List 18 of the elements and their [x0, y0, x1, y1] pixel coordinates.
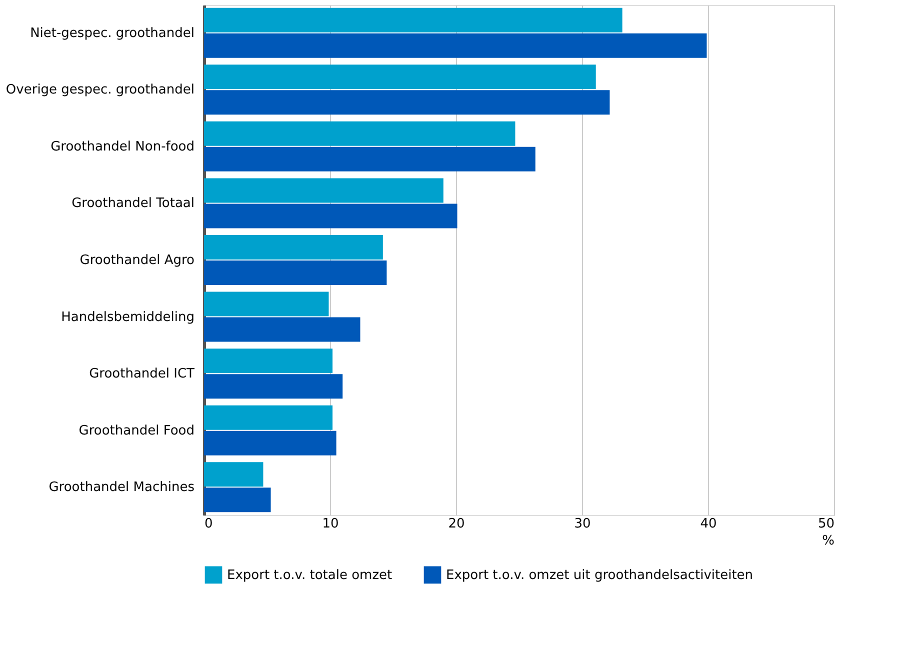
x-tick-label: 30: [574, 516, 591, 532]
y-tick-label: Groothandel Non-food: [50, 139, 194, 154]
x-tick-label: 50: [818, 516, 834, 532]
x-tick-label: 0: [204, 516, 213, 532]
y-tick-label: Groothandel Machines: [48, 480, 195, 496]
x-tick-label: 10: [322, 516, 339, 532]
x-axis-title: %: [822, 534, 834, 548]
y-tick-label: Groothandel ICT: [89, 366, 195, 382]
y-tick-label: Groothandel Totaal: [72, 196, 194, 212]
y-tick-label: Groothandel Food: [78, 423, 194, 438]
legend-label: Export t.o.v. totale omzet: [227, 568, 392, 583]
y-tick-label: Groothandel Agro: [80, 253, 195, 268]
y-tick-label: Handelsbemiddeling: [61, 310, 194, 325]
y-tick-label: Niet-gespec. groothandel: [30, 26, 194, 41]
y-tick-label: Overige gespec. groothandel: [6, 82, 194, 98]
x-tick-label: 40: [700, 516, 717, 532]
x-tick-label: 20: [448, 516, 465, 532]
legend-label: Export t.o.v. omzet uit groothandelsactiviteiten: [446, 568, 754, 583]
